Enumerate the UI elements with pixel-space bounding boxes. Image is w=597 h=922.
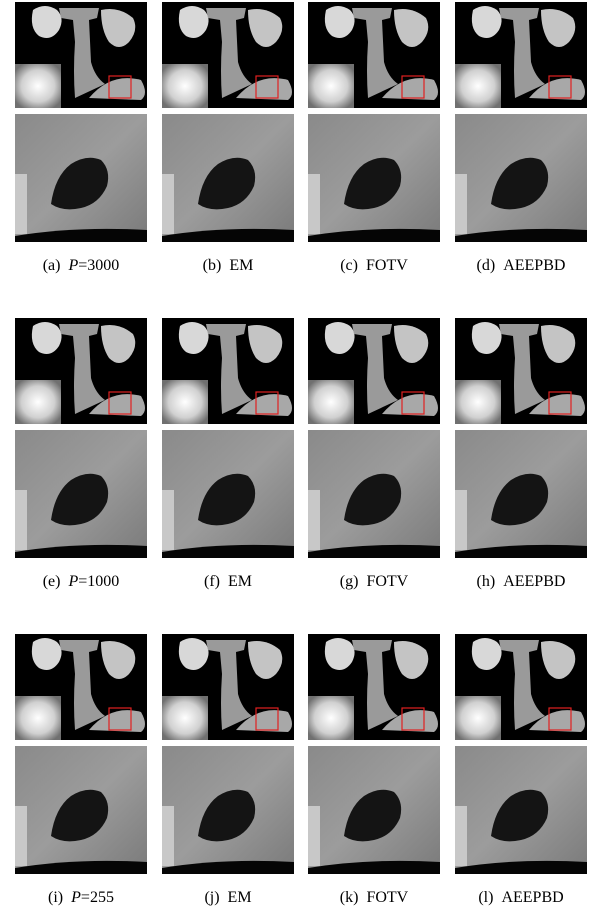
inset: [455, 64, 501, 108]
caption: (k) FOTV: [340, 889, 409, 906]
overview-image: [455, 318, 587, 424]
caption-text: EM: [228, 573, 252, 590]
caption-text: AEEPBD: [503, 257, 565, 274]
caption-tag: (d): [477, 257, 496, 274]
bright-edge: [162, 806, 174, 866]
bright-edge: [162, 174, 174, 234]
caption: (a) P=3000: [43, 257, 120, 274]
bright-edge: [15, 490, 27, 550]
caption-text: =3000: [78, 257, 119, 274]
caption-tag: (f): [204, 573, 220, 590]
page: (a) P=3000(b) EM(c) FOTV(d) AEEPBD(e) P=…: [0, 0, 597, 922]
zoom-image: [15, 114, 147, 242]
caption: (c) FOTV: [340, 257, 408, 274]
caption: (f) EM: [204, 573, 252, 590]
zoom-image: [455, 430, 587, 558]
zoom-image: [162, 746, 294, 874]
zoom-image: [455, 114, 587, 242]
inset: [308, 64, 354, 108]
caption: (d) AEEPBD: [477, 257, 566, 274]
caption: (b) EM: [203, 257, 254, 274]
overview-image: [455, 634, 587, 740]
caption-tag: (l): [478, 889, 493, 906]
caption-text: =1000: [78, 573, 119, 590]
bright-edge: [308, 806, 320, 866]
caption-text: FOTV: [366, 573, 408, 590]
caption-tag: (g): [340, 573, 359, 590]
caption-tag: (j): [204, 889, 219, 906]
bright-edge: [308, 174, 320, 234]
caption: (e) P=1000: [43, 573, 120, 590]
inset: [162, 380, 208, 424]
inset: [455, 696, 501, 740]
overview-image: [15, 318, 147, 424]
caption: (i) P=255: [48, 889, 114, 906]
caption-text: AEEPBD: [501, 889, 563, 906]
caption-text: =255: [81, 889, 114, 906]
inset: [15, 696, 61, 740]
caption-tag: (e): [43, 573, 61, 590]
overview-image: [308, 318, 440, 424]
caption-text: AEEPBD: [503, 573, 565, 590]
inset: [308, 380, 354, 424]
caption-variable: P: [70, 889, 81, 906]
bright-edge: [308, 490, 320, 550]
caption-tag: (a): [43, 257, 61, 274]
caption-tag: (h): [477, 573, 496, 590]
inset: [308, 696, 354, 740]
caption-variable: P: [67, 573, 78, 590]
inset: [162, 696, 208, 740]
overview-image: [455, 2, 587, 108]
caption-tag: (c): [340, 257, 358, 274]
bright-edge: [455, 806, 467, 866]
caption-text: EM: [229, 257, 253, 274]
overview-image: [308, 634, 440, 740]
caption-tag: (b): [203, 257, 222, 274]
caption: (h) AEEPBD: [477, 573, 566, 590]
zoom-image: [455, 746, 587, 874]
inset: [455, 380, 501, 424]
figure: (a) P=3000(b) EM(c) FOTV(d) AEEPBD(e) P=…: [0, 0, 597, 922]
bright-edge: [455, 490, 467, 550]
overview-image: [308, 2, 440, 108]
bright-edge: [455, 174, 467, 234]
inset: [15, 64, 61, 108]
caption-text: EM: [228, 889, 252, 906]
caption: (l) AEEPBD: [478, 889, 563, 906]
bright-edge: [162, 490, 174, 550]
caption: (j) EM: [204, 889, 251, 906]
zoom-image: [15, 430, 147, 558]
overview-image: [15, 634, 147, 740]
zoom-image: [308, 746, 440, 874]
zoom-image: [162, 430, 294, 558]
inset: [15, 380, 61, 424]
caption: (g) FOTV: [340, 573, 409, 590]
caption-variable: P: [67, 257, 78, 274]
overview-image: [15, 2, 147, 108]
overview-image: [162, 318, 294, 424]
caption-text: FOTV: [366, 257, 408, 274]
bright-edge: [15, 806, 27, 866]
zoom-image: [15, 746, 147, 874]
overview-image: [162, 634, 294, 740]
zoom-image: [308, 430, 440, 558]
caption-tag: (k): [340, 889, 359, 906]
caption-tag: (i): [48, 889, 63, 906]
overview-image: [162, 2, 294, 108]
zoom-image: [162, 114, 294, 242]
bright-edge: [15, 174, 27, 234]
zoom-image: [308, 114, 440, 242]
caption-text: FOTV: [366, 889, 408, 906]
inset: [162, 64, 208, 108]
